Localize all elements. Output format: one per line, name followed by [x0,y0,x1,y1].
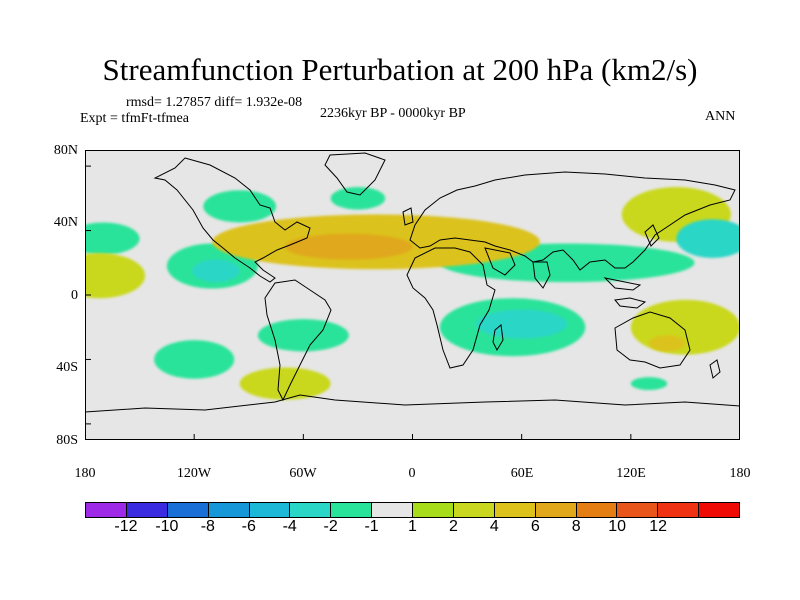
lon-label-120w: 120W [176,466,212,481]
lat-label-80s: 80S [56,433,78,448]
lon-label-120e: 120E [616,466,646,481]
lon-label-180w: 180 [74,466,96,481]
colorbar-label: 12 [649,518,668,535]
anomaly-region [676,219,740,258]
map-panel [85,150,740,440]
colorbar-cell [658,503,700,517]
map-background [85,150,740,440]
lon-label-60e: 60E [510,466,534,481]
colorbar-label: 2 [448,518,458,535]
anomaly-region [192,259,240,283]
experiment-label: Expt = tfmFt-tfmea [80,111,189,126]
colorbar-label: 8 [571,518,581,535]
map-title: Streamfunction Perturbation at 200 hPa (… [102,52,698,87]
colorbar-label: -6 [241,518,256,535]
map-plot [85,150,740,440]
anomaly-region [330,187,386,210]
colorbar-cell [167,503,209,517]
lon-label-60w: 60W [289,466,317,481]
colorbar-cell [576,503,618,517]
anomaly-region [285,233,413,260]
coastlines [85,152,740,413]
colorbar-label: 1 [408,518,417,535]
colorbar-label: -12 [114,518,138,535]
lat-label-0: 0 [71,288,78,303]
colorbar-cell [494,503,536,517]
colorbar-label: -1 [364,518,379,535]
lon-label-0: 0 [408,466,416,481]
colorbar-cell [290,503,332,517]
anomaly-region [476,309,568,339]
colorbar-cell [413,503,454,517]
anomaly-region [630,377,668,391]
colorbar-cell [372,503,413,517]
colorbar-cell [208,503,250,517]
colorbar-label: 10 [608,518,627,535]
colorbar-cell [699,503,739,517]
colorbar-label: 6 [530,518,540,535]
anomaly-region [203,190,277,223]
stats-annotation: rmsd= 1.27857 diff= 1.932e-08 [126,95,303,110]
lon-label-180e: 180 [729,466,751,481]
period-label: 2236kyr BP - 0000kyr BP [320,106,466,121]
colorbar-cell [617,503,659,517]
colorbar-cell [86,503,127,517]
colorbar-cell [535,503,577,517]
colorbar-label: -2 [323,518,338,535]
colorbar-label: 4 [489,518,499,535]
anomaly-region [85,222,140,255]
anomaly-region [630,299,740,355]
colorbar-cell [126,503,168,517]
season-label: ANN [705,109,736,124]
colorbar-label: -10 [155,518,179,535]
anomaly-region [154,340,235,379]
lat-label-40n: 40N [53,215,78,230]
colorbar-label: -8 [200,518,215,535]
lat-label-40s: 40S [56,360,78,375]
colorbar-cell [331,503,373,517]
colorbar-label: -4 [282,518,297,535]
colorbar-cell [249,503,291,517]
anomaly-region [257,319,349,352]
anomaly-region [85,253,146,299]
lat-label-80n: 80N [53,143,78,158]
anomaly-region [239,367,331,400]
colorbar-cell [453,503,495,517]
anomaly-region [649,335,686,352]
colorbar [85,502,740,518]
